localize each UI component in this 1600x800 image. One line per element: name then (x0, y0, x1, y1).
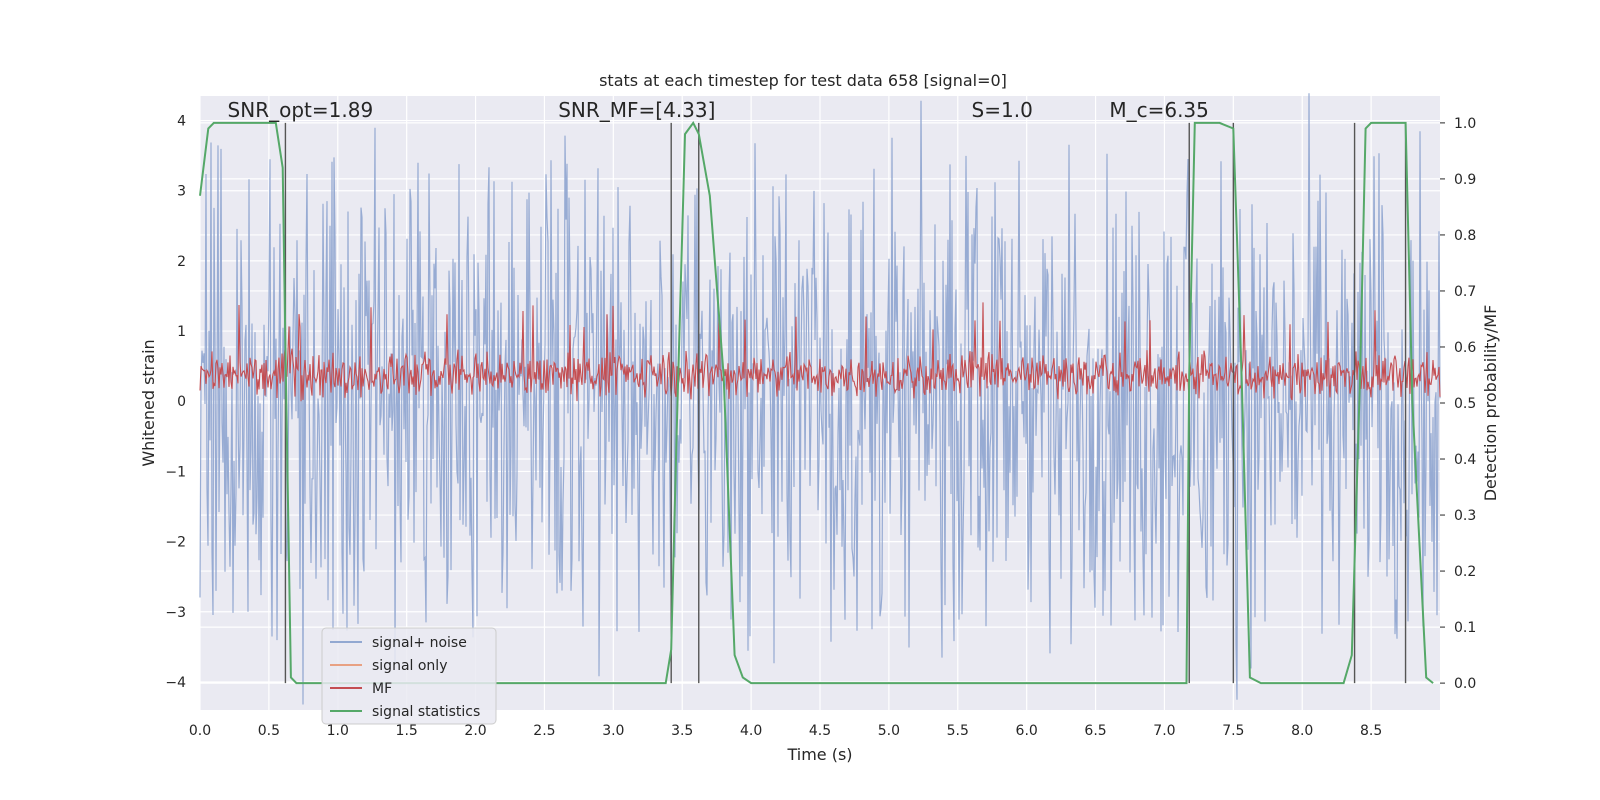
y-tick-label-8: −4 (165, 675, 186, 691)
y-tick-label-6: −2 (165, 535, 186, 551)
y2-axis-label: Detection probability/MF (1481, 305, 1500, 502)
signal-statistics-line (199, 120, 1434, 685)
x-axis-label: Time (s) (786, 745, 852, 764)
x-tick-label-5: 2.5 (533, 723, 555, 739)
x-tick-label-14: 7.0 (1153, 723, 1175, 739)
x-tick-label-9: 4.5 (809, 723, 831, 739)
legend-box (321, 627, 497, 725)
y2-tick-label-3: 0.7 (1454, 284, 1476, 300)
y-tick-label-0: 4 (177, 114, 186, 130)
tick-labels: 0.0 0.5 1.0 1.5 2.0 2.5 3.0 3.5 4.0 4.5 5.0 5.5 6.0 6… (165, 114, 1476, 739)
x-tick-label-15: 7.5 (1222, 723, 1244, 739)
signal-statistics-series (199, 120, 1434, 685)
x-tick-label-12: 6.0 (1016, 723, 1038, 739)
x-tick-label-10: 5.0 (878, 723, 900, 739)
legend-label-0: signal+ noise (372, 635, 467, 651)
y2-tick-label-1: 0.9 (1454, 172, 1476, 188)
y2-tick-label-0: 1.0 (1454, 116, 1476, 132)
x-tick-label-4: 2.0 (464, 723, 486, 739)
annotation-2: S=1.0 (972, 98, 1033, 122)
x-tick-label-2: 1.0 (327, 723, 349, 739)
y-tick-label-4: 0 (177, 394, 186, 410)
y-tick-label-7: −3 (165, 605, 186, 621)
annotation-3: M_c=6.35 (1109, 98, 1209, 122)
x-tick-label-8: 4.0 (740, 723, 762, 739)
y2-tick-label-4: 0.6 (1454, 340, 1476, 356)
y-tick-label-2: 2 (177, 254, 186, 270)
y-axis-label: Whitened strain (139, 339, 158, 466)
x-tick-label-6: 3.0 (602, 723, 624, 739)
legend-label-1: signal only (372, 658, 447, 674)
y2-tick-label-6: 0.4 (1454, 452, 1476, 468)
y-tick-label-5: −1 (165, 464, 186, 480)
y2-tick-label-8: 0.2 (1454, 564, 1476, 580)
y2-tick-label-7: 0.3 (1454, 508, 1476, 524)
chart-title: stats at each timestep for test data 658… (599, 71, 1007, 90)
annotation-0: SNR_opt=1.89 (228, 98, 374, 122)
x-tick-label-0: 0.0 (189, 723, 211, 739)
annotations: SNR_opt=1.89 SNR_MF=[4.33] S=1.0 M_c=6.35 (228, 98, 1209, 122)
x-tick-label-7: 3.5 (671, 723, 693, 739)
legend: signal+ noise signal only MF signal statist… (321, 627, 497, 725)
x-tick-label-13: 6.5 (1084, 723, 1106, 739)
y2-tick-label-9: 0.1 (1454, 620, 1476, 636)
legend-label-2: MF (372, 681, 392, 697)
x-tick-label-17: 8.5 (1360, 723, 1382, 739)
annotation-1: SNR_MF=[4.33] (558, 98, 715, 122)
y2-tick-label-10: 0.0 (1454, 676, 1476, 692)
x-tick-label-16: 8.0 (1291, 723, 1313, 739)
legend-label-3: signal statistics (372, 704, 480, 720)
x-tick-label-11: 5.5 (947, 723, 969, 739)
y2-tick-label-2: 0.8 (1454, 228, 1476, 244)
y2-tick-label-5: 0.5 (1454, 396, 1476, 412)
y-tick-label-1: 3 (177, 184, 186, 200)
y-tick-label-3: 1 (177, 324, 186, 340)
x-tick-label-3: 1.5 (396, 723, 418, 739)
x-tick-label-1: 0.5 (258, 723, 280, 739)
